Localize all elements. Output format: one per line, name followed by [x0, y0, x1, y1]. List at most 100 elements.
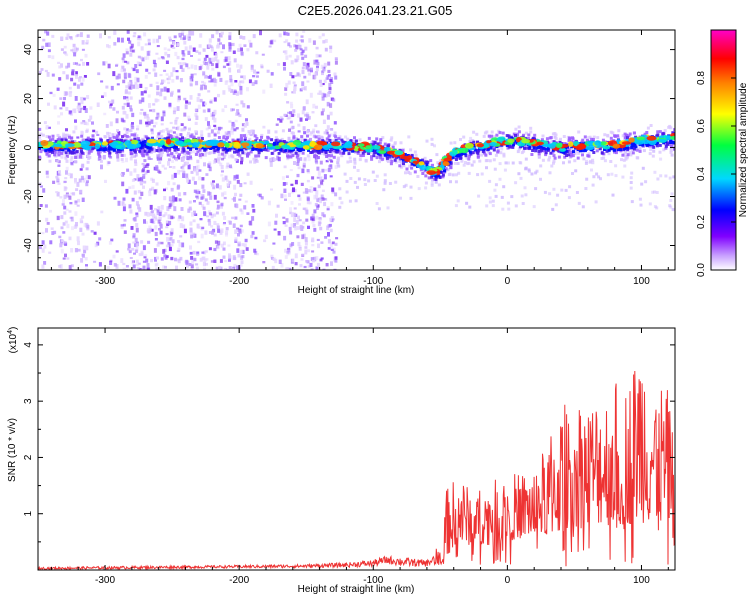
- x-tick-label: 0: [505, 276, 511, 287]
- noise-speck: [192, 47, 196, 52]
- ridge-cell: [532, 146, 536, 150]
- noise-speck: [305, 218, 309, 222]
- noise-speck: [187, 50, 191, 55]
- noise-speck: [285, 55, 289, 60]
- noise-speck: [125, 51, 129, 55]
- ridge-cell: [472, 160, 476, 164]
- ridge-cell: [514, 134, 517, 137]
- noise-speck: [139, 83, 143, 88]
- ridge-cell: [274, 139, 278, 143]
- noise-speck: [45, 127, 49, 130]
- noise-speck: [41, 264, 45, 269]
- ridge-cell: [378, 141, 382, 145]
- noise-speck: [226, 162, 230, 166]
- ridge-cell: [327, 153, 331, 157]
- ridge-cell: [600, 157, 604, 160]
- ridge-cell: [340, 138, 344, 142]
- noise-speck: [223, 191, 227, 195]
- noise-speck: [639, 203, 643, 207]
- noise-speck: [152, 38, 156, 44]
- ridge-cell: [537, 152, 541, 156]
- noise-speck: [610, 172, 614, 176]
- noise-speck: [143, 180, 147, 184]
- noise-speck: [297, 194, 301, 198]
- noise-speck: [98, 262, 102, 267]
- noise-speck: [250, 67, 254, 72]
- noise-speck: [167, 48, 171, 51]
- noise-speck: [149, 219, 153, 223]
- noise-speck: [517, 172, 521, 176]
- noise-speck: [305, 65, 309, 70]
- ridge-cell: [464, 154, 468, 158]
- noise-speck: [221, 192, 225, 197]
- noise-speck: [72, 43, 76, 48]
- noise-speck: [204, 198, 208, 202]
- noise-speck: [182, 53, 186, 57]
- noise-speck: [122, 53, 126, 58]
- noise-speck: [160, 152, 164, 156]
- ridge-cell: [237, 147, 241, 151]
- ridge-cell: [630, 146, 634, 150]
- ridge-cell: [60, 138, 64, 142]
- noise-speck: [296, 162, 300, 166]
- noise-speck: [488, 196, 492, 200]
- noise-speck: [200, 84, 204, 90]
- ridge-cell: [549, 136, 553, 140]
- noise-speck: [178, 33, 182, 36]
- noise-speck: [306, 114, 310, 118]
- ridge-cell: [99, 159, 103, 163]
- noise-speck: [91, 121, 94, 125]
- noise-speck: [84, 108, 88, 113]
- noise-speck: [319, 226, 323, 231]
- noise-speck: [80, 121, 84, 125]
- noise-speck: [137, 190, 141, 194]
- ridge-cell: [300, 138, 304, 142]
- noise-speck: [324, 168, 328, 172]
- noise-speck: [377, 207, 381, 211]
- ridge-peak: [585, 145, 595, 151]
- noise-speck: [120, 226, 124, 229]
- ridge-cell: [449, 166, 453, 170]
- ridge-peak: [309, 140, 316, 147]
- noise-speck: [129, 257, 133, 259]
- ridge-cell: [583, 135, 587, 139]
- ridge-peak: [548, 143, 556, 149]
- snr-frame: [37, 327, 676, 571]
- noise-speck: [295, 59, 299, 62]
- noise-speck: [146, 55, 150, 60]
- ridge-peak: [64, 143, 75, 148]
- ridge-cell: [609, 160, 613, 163]
- noise-speck: [120, 37, 124, 43]
- noise-speck: [62, 222, 66, 226]
- noise-speck: [323, 93, 327, 98]
- noise-speck: [181, 166, 185, 172]
- noise-speck: [238, 154, 242, 158]
- noise-speck: [144, 43, 148, 46]
- noise-speck: [163, 69, 167, 72]
- ridge-cell: [168, 146, 172, 150]
- noise-speck: [48, 251, 52, 254]
- noise-speck: [294, 262, 298, 266]
- noise-speck: [186, 177, 189, 183]
- noise-speck: [282, 221, 286, 225]
- noise-speck: [149, 83, 153, 87]
- noise-speck: [253, 69, 256, 74]
- noise-speck: [76, 84, 80, 89]
- ridge-cell: [375, 156, 379, 160]
- noise-speck: [64, 253, 67, 258]
- noise-speck: [129, 52, 133, 57]
- noise-speck: [45, 125, 49, 128]
- noise-speck: [117, 37, 120, 43]
- ridge-cell: [67, 135, 71, 139]
- ridge-peak: [333, 145, 343, 150]
- noise-speck: [151, 210, 154, 214]
- noise-speck: [220, 165, 224, 170]
- ridge-cell: [115, 134, 119, 138]
- noise-speck: [80, 139, 84, 143]
- noise-speck: [159, 130, 163, 133]
- noise-speck: [262, 261, 266, 264]
- noise-speck: [491, 204, 495, 208]
- noise-speck: [163, 96, 167, 100]
- noise-speck: [68, 265, 72, 270]
- noise-speck: [260, 65, 264, 69]
